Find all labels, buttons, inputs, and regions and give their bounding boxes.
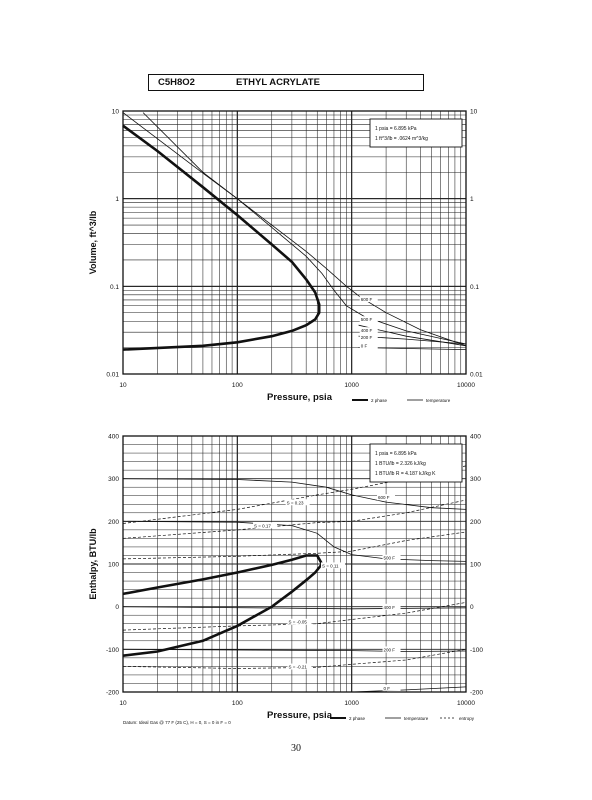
conversion-note: 1 psia = 6.895 kPa — [375, 451, 417, 457]
series-line-500-f — [142, 112, 467, 345]
y-tick-label-left: 200 — [108, 519, 119, 526]
y-tick-label-left: 400 — [108, 434, 119, 441]
curve-label-backdrop — [382, 646, 401, 653]
temperature-curve-label: 600 F — [378, 495, 390, 500]
series-line-s-0-17 — [122, 499, 467, 539]
y-axis-label: Enthalpy, BTU/lb — [88, 528, 98, 600]
entropy-curve-label: S = 0.23 — [287, 500, 304, 505]
temperature-curve-label: 400 F — [361, 328, 373, 333]
chemical-formula: C5H8O2 — [158, 77, 195, 88]
curve-label-backdrop — [359, 296, 378, 303]
entropy-curve-label: S = -0.21 — [288, 665, 307, 670]
y-tick-label-right: 0.01 — [470, 372, 483, 379]
conversion-note: 1 BTU/lb R = 4.187 kJ/kg K — [375, 471, 436, 477]
entropy-label-backdrop — [320, 562, 345, 569]
curve-label-backdrop — [359, 334, 378, 341]
legend-label: temperature — [404, 716, 429, 721]
y-tick-label-right: -200 — [470, 690, 483, 697]
y-tick-label-left: -100 — [106, 647, 119, 654]
legend-label: 2 phase — [349, 716, 366, 721]
x-tick-label: 100 — [232, 700, 243, 707]
temperature-curve-label: 200 F — [361, 335, 373, 340]
x-tick-label: 10000 — [457, 700, 475, 707]
x-tick-label: 1000 — [344, 382, 359, 389]
temperature-curve-label: 600 F — [361, 297, 373, 302]
series-line-600-f — [122, 478, 467, 510]
x-tick-label: 10000 — [457, 382, 475, 389]
y-tick-label-left: 100 — [108, 562, 119, 569]
series-line-s-0-05 — [122, 602, 467, 631]
y-tick-label-left: 300 — [108, 476, 119, 483]
entropy-label-backdrop — [287, 618, 312, 625]
x-tick-label: 1000 — [344, 700, 359, 707]
curve-label-backdrop — [359, 342, 378, 349]
curve-label-backdrop — [359, 327, 378, 334]
temperature-curve-label: 400 F — [384, 605, 396, 610]
x-tick-label: 10 — [119, 382, 127, 389]
y-tick-label-right: 0 — [470, 604, 474, 611]
entropy-curve-label: S = -0.05 — [288, 620, 307, 625]
curve-label-backdrop — [382, 554, 401, 561]
chart-title-box: C5H8O2 ETHYL ACRYLATE — [148, 74, 424, 91]
y-tick-label-right: 0.1 — [470, 284, 479, 291]
conversion-note: 1 ft^3/lb = .0624 m^3/kg — [375, 136, 428, 142]
conversion-note: 1 BTU/lb = 2.326 kJ/kg — [375, 461, 426, 467]
chemical-name: ETHYL ACRYLATE — [236, 77, 320, 88]
y-tick-label-left: 0.1 — [110, 284, 119, 291]
series-line-s-0-21 — [122, 648, 467, 669]
y-tick-label-right: 400 — [470, 434, 481, 441]
y-tick-label-right: 10 — [470, 109, 478, 116]
curve-label-backdrop — [377, 494, 396, 501]
conversion-notes-box — [369, 443, 463, 483]
y-tick-label-right: 300 — [470, 476, 481, 483]
temperature-curve-label: 0 F — [361, 344, 368, 349]
temperature-curve-label: 0 F — [384, 686, 391, 691]
series-line-s-0-11 — [122, 531, 467, 560]
page-number: 30 — [291, 743, 301, 754]
curve-label-backdrop — [359, 316, 378, 323]
legend-label: 2 phase — [371, 398, 388, 403]
entropy-curve-label: S = 0.11 — [322, 563, 339, 568]
y-tick-label-left: 0 — [115, 604, 119, 611]
y-axis-label: Volume, ft^3/lb — [88, 210, 98, 274]
y-tick-label-right: 200 — [470, 519, 481, 526]
conversion-notes-box — [369, 118, 463, 148]
x-tick-label: 100 — [232, 382, 243, 389]
datum-footnote: Datum: Ideal Gas @ 77 F (25 C), H = 0, S… — [123, 720, 231, 725]
x-tick-label: 10 — [119, 700, 127, 707]
y-tick-label-right: 1 — [470, 196, 474, 203]
curve-label-backdrop — [382, 603, 401, 610]
y-tick-label-left: 1 — [115, 196, 119, 203]
temperature-curve-label: 500 F — [361, 317, 373, 322]
series-line-0-f — [123, 686, 467, 693]
entropy-label-backdrop — [253, 522, 278, 529]
entropy-label-backdrop — [285, 499, 310, 506]
legend-label: entropy — [459, 716, 475, 721]
legend-label: temperature — [426, 398, 451, 403]
temperature-curve-label: 200 F — [384, 647, 396, 652]
series-line-2-phase — [122, 124, 321, 351]
y-tick-label-right: 100 — [470, 562, 481, 569]
y-tick-label-left: 10 — [112, 109, 120, 116]
curve-label-backdrop — [382, 684, 401, 691]
conversion-note: 1 psia = 6.895 kPa — [375, 126, 417, 132]
x-axis-label: Pressure, psia — [267, 392, 333, 403]
grid-0 — [122, 110, 467, 375]
x-axis-label: Pressure, psia — [267, 710, 333, 721]
entropy-label-backdrop — [287, 663, 312, 670]
series-line-600-f — [122, 112, 467, 347]
y-tick-label-right: -100 — [470, 647, 483, 654]
series-line-400-f — [122, 606, 467, 610]
series-line-200-f — [122, 648, 467, 652]
y-tick-label-left: -200 — [106, 690, 119, 697]
y-tick-label-left: 0.01 — [106, 372, 119, 379]
entropy-curve-label: S = 0.17 — [254, 523, 271, 528]
plot-frame — [122, 110, 467, 375]
temperature-curve-label: 500 F — [384, 556, 396, 561]
